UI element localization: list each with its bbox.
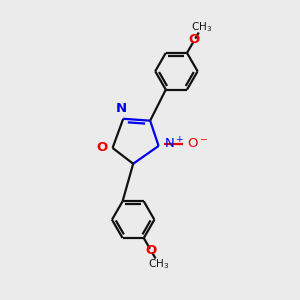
Text: N: N [115,102,126,115]
Text: $\mathrm{N^+}$: $\mathrm{N^+}$ [164,136,184,151]
Text: O: O [189,33,200,46]
Text: CH$_3$: CH$_3$ [148,257,169,271]
Text: O: O [146,244,157,257]
Text: CH$_3$: CH$_3$ [191,20,213,34]
Text: $\mathrm{O^-}$: $\mathrm{O^-}$ [187,137,208,150]
Text: O: O [96,142,107,154]
